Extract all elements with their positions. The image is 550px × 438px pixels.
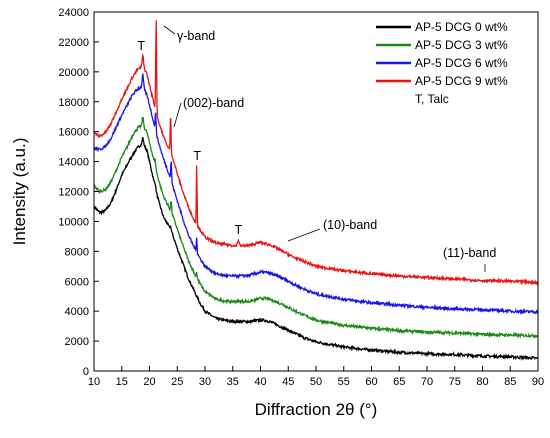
y-tick-label: 16000 [58,127,89,139]
002-band-leader [173,102,182,128]
y-tick-label: 12000 [58,187,89,199]
y-axis: 0 2000 4000 6000 8000 10000 12000 14000 16000 180… [58,7,99,378]
x-tick-label: 65 [393,376,405,388]
series-line-2 [93,73,539,315]
annotation-10-band: (10)-band [323,218,377,232]
series-line-3 [93,20,539,287]
y-tick-label: 6000 [65,276,89,288]
annotation-talc-peak-19: T [137,39,145,53]
y-tick-label: 20000 [58,67,89,79]
legend-label-3wt: AP-5 DCG 3 wt% [415,38,508,52]
x-tick-label: 20 [143,376,155,388]
series-layer [93,20,539,362]
legend: AP-5 DCG 0 wt% AP-5 DCG 3 wt% AP-5 DCG 6… [376,20,508,106]
y-tick-label: 18000 [58,97,89,109]
x-tick-label: 85 [504,376,516,388]
legend-talc-note: T, Talc [415,92,449,106]
annotation-002-band: (002)-band [183,96,244,110]
x-tick-label: 45 [282,376,294,388]
y-tick-label: 2000 [65,336,89,348]
annotation-gamma-band: γ-band [177,29,215,43]
y-tick-label: 0 [83,366,89,378]
annotation-talc-peak-36: T [234,223,242,237]
y-tick-label: 22000 [58,37,89,49]
x-tick-label: 75 [449,376,461,388]
x-tick-label: 15 [116,376,128,388]
y-tick-label: 14000 [58,157,89,169]
legend-label-9wt: AP-5 DCG 9 wt% [415,74,508,88]
legend-label-0wt: AP-5 DCG 0 wt% [415,20,508,34]
gamma-band-leader [163,25,176,35]
x-tick-label: 70 [421,376,433,388]
y-axis-title: Intensity (a.u.) [10,138,29,246]
y-tick-label: 4000 [65,306,89,318]
x-tick-label: 35 [227,376,239,388]
annotation-talc-peak-28: T [193,149,201,163]
x-tick-label: 30 [199,376,211,388]
x-tick-label: 90 [532,376,544,388]
annotation-11-band: (11)-band [443,246,496,260]
legend-label-6wt: AP-5 DCG 6 wt% [415,56,508,70]
x-tick-label: 80 [476,376,488,388]
x-tick-label: 10 [88,376,100,388]
annotations: T γ-band (002)-band T T (10)-band (11)-b… [137,25,496,272]
10-band-leader [287,228,321,242]
y-tick-label: 8000 [65,246,89,258]
y-tick-label: 10000 [58,216,89,228]
series-line-0 [93,136,539,362]
x-tick-label: 50 [310,376,322,388]
x-tick-label: 25 [171,376,183,388]
x-axis: 10 15 20 25 30 35 40 45 50 55 60 65 70 75 80 85 90 [88,366,544,388]
x-tick-label: 60 [365,376,377,388]
series-line-1 [93,116,539,339]
y-tick-label: 24000 [58,7,89,19]
x-tick-label: 55 [338,376,350,388]
x-tick-label: 40 [254,376,266,388]
x-axis-title: Diffraction 2θ (°) [255,400,378,419]
